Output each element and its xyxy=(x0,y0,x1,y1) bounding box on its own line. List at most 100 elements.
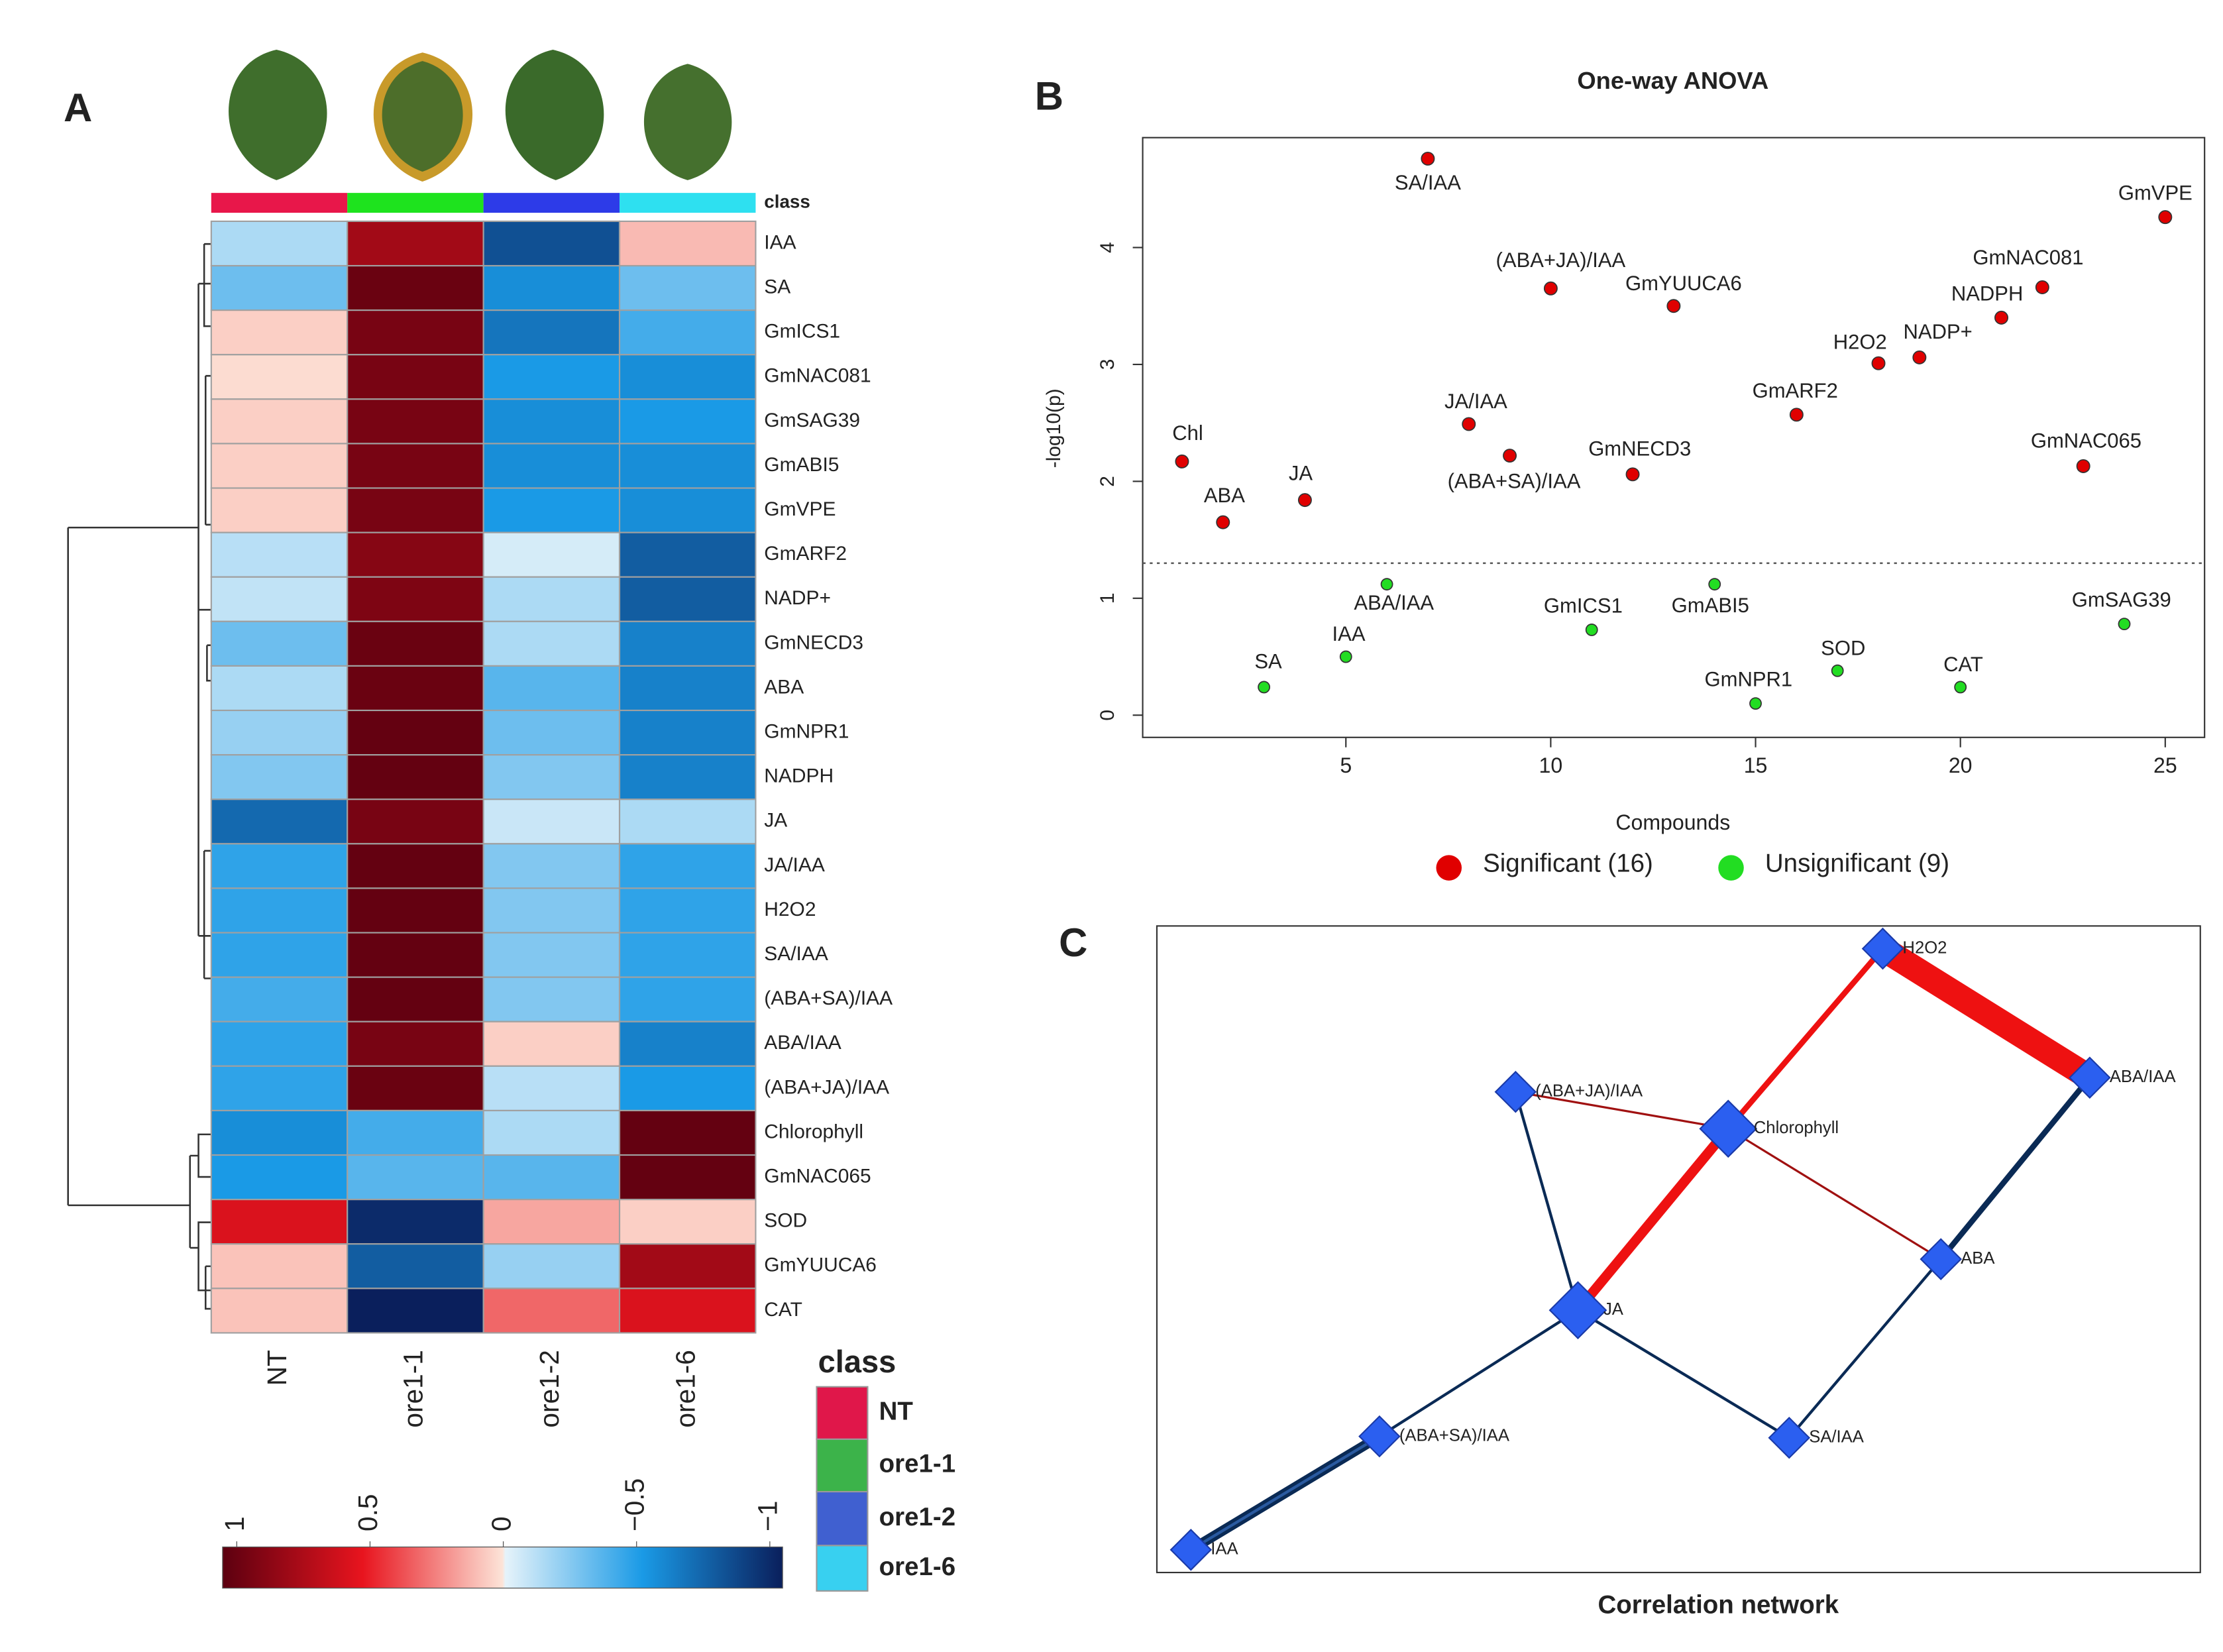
row-label: GmABI5 xyxy=(764,454,839,476)
heatmap-cell xyxy=(618,1020,757,1067)
heatmap-cell xyxy=(210,309,349,356)
heatmap-cell xyxy=(347,665,484,712)
heatmap-cell xyxy=(482,843,621,889)
point-label: (ABA+SA)/IAA xyxy=(1448,469,1581,492)
heatmap-cell xyxy=(618,487,757,533)
node-label: JA xyxy=(1603,1300,1624,1319)
heatmap-cell xyxy=(482,1243,621,1290)
data-point xyxy=(1297,493,1312,508)
heatmap-cell xyxy=(618,709,757,756)
heatmap-cell xyxy=(618,443,757,489)
heatmap-cell xyxy=(210,443,349,489)
row-label: (ABA+SA)/IAA xyxy=(764,987,893,1009)
y-axis-label: -log10(p) xyxy=(1043,388,1065,468)
node-label: SA/IAA xyxy=(1809,1428,1865,1447)
heatmap-cell xyxy=(210,1154,349,1201)
row-label: ABA/IAA xyxy=(764,1032,841,1054)
heatmap-cell xyxy=(482,1065,621,1112)
node-label: ABA/IAA xyxy=(2110,1068,2177,1086)
data-point xyxy=(1708,578,1721,591)
legend-swatch xyxy=(816,1386,869,1440)
point-label: NADPH xyxy=(1951,282,2024,305)
heatmap-cell xyxy=(618,843,757,889)
heatmap-cell xyxy=(618,531,757,578)
leaf xyxy=(229,50,327,180)
legend-marker xyxy=(1436,855,1462,881)
heatmap-cell xyxy=(482,1154,621,1201)
column-label: ore1-6 xyxy=(670,1350,700,1427)
heatmap-cell xyxy=(210,976,349,1022)
heatmap-cell xyxy=(618,754,757,800)
data-point xyxy=(1994,310,2008,325)
data-point xyxy=(1462,417,1476,431)
node-label: (ABA+SA)/IAA xyxy=(1399,1426,1510,1445)
network-edge xyxy=(1514,1091,1580,1311)
x-tick-label: 15 xyxy=(1744,753,1768,777)
network-node xyxy=(1169,1529,1213,1571)
y-tick-label: 0 xyxy=(1097,710,1118,721)
row-label: IAA xyxy=(764,231,796,253)
heatmap-cell xyxy=(618,1243,757,1290)
row-label: GmNECD3 xyxy=(764,632,863,653)
heatmap-cell xyxy=(482,932,621,978)
heatmap-cell xyxy=(347,443,484,489)
point-label: NADP+ xyxy=(1904,320,1973,343)
heatmap-cell xyxy=(347,976,484,1022)
colorbar-tick-label: 0 xyxy=(486,1516,516,1531)
network-edge xyxy=(1574,1125,1733,1313)
heatmap-cell xyxy=(618,887,757,934)
row-label: GmNAC081 xyxy=(764,365,871,387)
legend-label: ore1-6 xyxy=(879,1553,956,1581)
row-label: ABA xyxy=(764,676,804,698)
column-label: NT xyxy=(262,1350,292,1386)
heatmap-cell xyxy=(482,398,621,445)
row-label: GmYUUCA6 xyxy=(764,1254,877,1276)
data-point xyxy=(2158,210,2173,225)
network-edge xyxy=(1727,1127,1942,1260)
heatmap-cell xyxy=(210,665,349,712)
row-label: GmNPR1 xyxy=(764,720,849,742)
data-point xyxy=(1749,697,1762,710)
heatmap-cell xyxy=(347,1199,484,1245)
heatmap-cell xyxy=(347,576,484,622)
row-label: H2O2 xyxy=(764,899,816,920)
heatmap-cell xyxy=(210,932,349,978)
node-label: H2O2 xyxy=(1902,938,1947,957)
data-point xyxy=(1912,350,1927,364)
row-label: (ABA+JA)/IAA xyxy=(764,1076,889,1098)
y-tick-label: 4 xyxy=(1097,242,1118,253)
network-node xyxy=(1861,927,1904,970)
class-bar xyxy=(347,193,484,213)
point-label: SOD xyxy=(1821,636,1865,659)
network-edge xyxy=(1378,1309,1579,1438)
heatmap-cell xyxy=(482,1020,621,1067)
heatmap-cell xyxy=(482,576,621,622)
point-label: CAT xyxy=(1943,653,1983,676)
row-label: CAT xyxy=(764,1299,802,1321)
heatmap-cell xyxy=(482,798,621,845)
point-label: GmVPE xyxy=(2118,182,2193,205)
heatmap-cell xyxy=(347,264,484,311)
data-point xyxy=(1339,650,1352,663)
row-label: NADP+ xyxy=(764,587,831,609)
heatmap-cell xyxy=(347,843,484,889)
legend-marker xyxy=(1718,855,1744,881)
point-label: GmNECD3 xyxy=(1588,437,1691,461)
network-edge-highlight xyxy=(1190,1435,1381,1551)
data-point xyxy=(1503,449,1517,463)
heatmap-cell xyxy=(482,1288,621,1334)
heatmap-cell xyxy=(210,1109,349,1156)
data-point xyxy=(1380,578,1393,591)
heatmap-cell xyxy=(210,798,349,845)
heatmap-cell xyxy=(618,1199,757,1245)
row-label: JA/IAA xyxy=(764,854,825,876)
row-label: SOD xyxy=(764,1210,807,1232)
point-label: Chl xyxy=(1172,421,1203,445)
data-point xyxy=(1175,454,1189,468)
network-node xyxy=(1358,1415,1401,1458)
heatmap-cell xyxy=(618,1154,757,1201)
heatmap-cell xyxy=(347,531,484,578)
heatmap-cell xyxy=(482,976,621,1022)
chart-title: One-way ANOVA xyxy=(1577,67,1768,94)
legend-title: class xyxy=(818,1344,896,1379)
